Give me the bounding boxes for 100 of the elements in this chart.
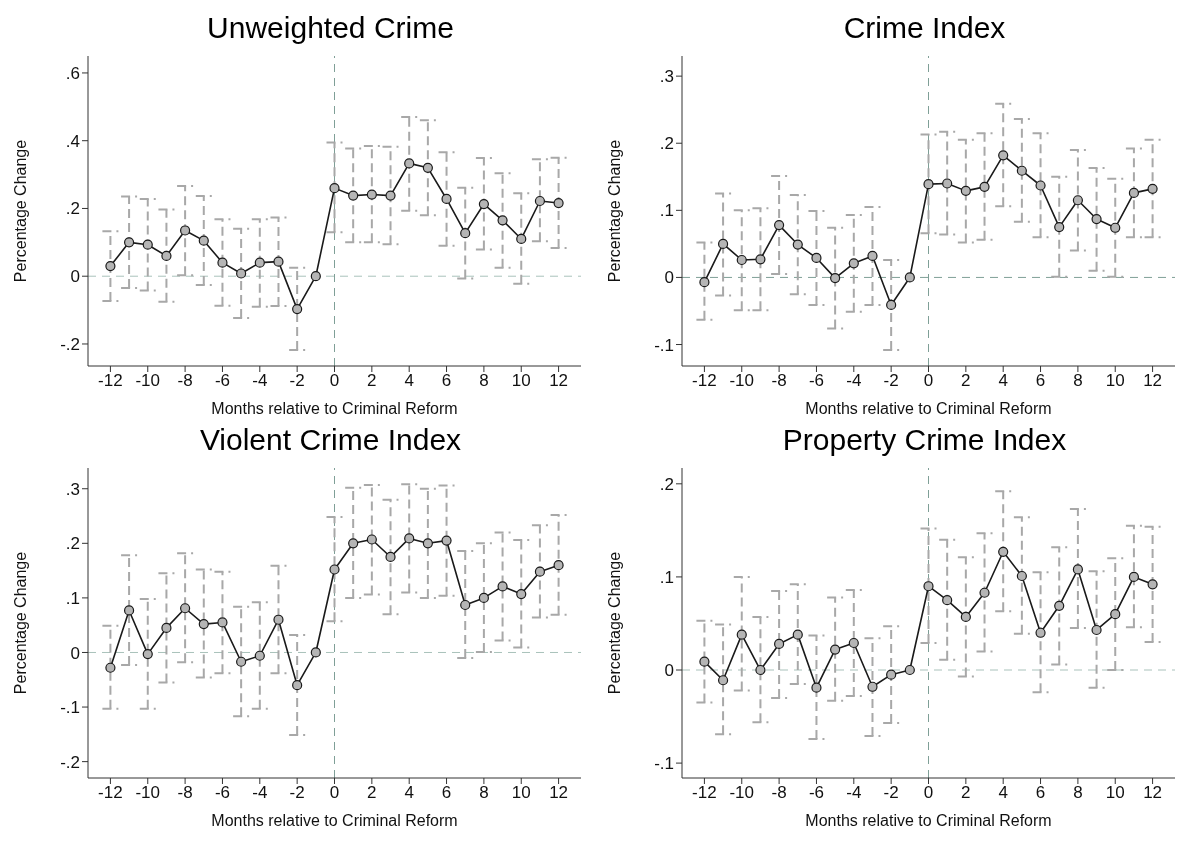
y-tick-label: 0 bbox=[70, 267, 80, 287]
point bbox=[1016, 570, 1027, 582]
point bbox=[404, 158, 415, 169]
y-tick-label: -.2 bbox=[60, 335, 80, 355]
x-tick-label: 4 bbox=[998, 371, 1008, 391]
x-tick-label: 12 bbox=[1143, 783, 1163, 803]
point bbox=[923, 581, 934, 592]
point bbox=[792, 239, 803, 250]
y-tick-label: .1 bbox=[65, 588, 80, 608]
point bbox=[385, 190, 396, 201]
y-tick-label: .6 bbox=[65, 63, 80, 83]
x-tick-label: 8 bbox=[479, 371, 489, 391]
y-axis-title: Percentage Change bbox=[11, 139, 29, 283]
point bbox=[310, 647, 321, 658]
point bbox=[998, 150, 1009, 161]
point bbox=[516, 588, 527, 600]
x-axis-title: Months relative to Criminal Reform bbox=[805, 812, 1052, 829]
x-tick-label: 12 bbox=[549, 783, 569, 803]
point bbox=[736, 629, 747, 640]
point bbox=[497, 581, 508, 592]
point bbox=[497, 215, 508, 226]
y-tick-label: -.1 bbox=[60, 698, 80, 718]
x-tick-label: 0 bbox=[923, 783, 934, 803]
x-tick-label: 8 bbox=[1073, 783, 1083, 803]
y-axis-title: Percentage Change bbox=[605, 139, 623, 283]
point bbox=[811, 682, 822, 693]
point bbox=[236, 656, 247, 667]
y-tick-label: .1 bbox=[659, 201, 674, 221]
x-tick-label: -10 bbox=[135, 371, 161, 391]
point bbox=[553, 197, 564, 209]
point bbox=[217, 257, 228, 268]
x-tick-label: 12 bbox=[549, 371, 569, 391]
point bbox=[942, 178, 953, 189]
point bbox=[553, 560, 564, 571]
point bbox=[329, 183, 340, 194]
point bbox=[867, 681, 878, 692]
chart-title: Violent Crime Index bbox=[198, 422, 463, 458]
point bbox=[960, 611, 971, 623]
y-axis-title: Percentage Change bbox=[11, 551, 29, 695]
x-tick-label: 12 bbox=[1143, 371, 1163, 391]
x-tick-label: -2 bbox=[289, 371, 305, 391]
point bbox=[1128, 187, 1140, 198]
x-tick-label: -6 bbox=[214, 783, 231, 803]
y-tick-label: .2 bbox=[65, 199, 80, 219]
point bbox=[979, 587, 990, 598]
x-tick-label: -12 bbox=[98, 371, 123, 391]
point bbox=[366, 189, 377, 200]
y-tick-label: .4 bbox=[65, 131, 80, 151]
point bbox=[236, 268, 247, 279]
y-tick-label: .2 bbox=[65, 534, 80, 554]
x-axis-title: Months relative to Criminal Reform bbox=[211, 400, 458, 417]
point bbox=[1016, 165, 1027, 176]
point bbox=[886, 299, 897, 311]
point bbox=[904, 272, 915, 283]
x-tick-label: 10 bbox=[511, 371, 531, 391]
x-tick-label: 0 bbox=[329, 371, 340, 391]
point bbox=[1091, 213, 1102, 225]
point bbox=[774, 219, 785, 231]
chart-title: Property Crime Index bbox=[781, 422, 1068, 458]
point bbox=[329, 564, 340, 575]
x-tick-label: -12 bbox=[692, 371, 717, 391]
x-tick-label: 0 bbox=[329, 783, 340, 803]
point bbox=[1147, 579, 1158, 590]
point bbox=[717, 675, 729, 686]
x-tick-label: 4 bbox=[998, 783, 1008, 803]
point bbox=[180, 225, 191, 236]
x-tick-label: 8 bbox=[479, 783, 489, 803]
point bbox=[478, 198, 489, 210]
point bbox=[422, 162, 433, 173]
point bbox=[142, 239, 153, 250]
y-tick-label: .3 bbox=[659, 67, 674, 87]
point bbox=[217, 617, 228, 628]
point bbox=[1072, 564, 1083, 575]
point bbox=[273, 614, 284, 625]
point bbox=[811, 252, 822, 264]
x-tick-label: -6 bbox=[808, 371, 825, 391]
x-tick-label: 8 bbox=[1073, 371, 1083, 391]
point bbox=[1035, 627, 1046, 638]
point bbox=[923, 179, 934, 190]
point bbox=[699, 656, 710, 667]
x-tick-label: 4 bbox=[404, 783, 414, 803]
point bbox=[1091, 624, 1102, 636]
point bbox=[273, 256, 284, 267]
x-tick-label: 6 bbox=[441, 371, 452, 391]
point bbox=[1072, 195, 1083, 206]
point bbox=[1110, 609, 1121, 620]
point bbox=[830, 644, 841, 655]
chart-title: Unweighted Crime bbox=[206, 10, 455, 46]
point bbox=[254, 257, 265, 268]
x-tick-label: -2 bbox=[289, 783, 305, 803]
point bbox=[478, 592, 489, 603]
point bbox=[292, 303, 303, 315]
point bbox=[161, 250, 172, 261]
point bbox=[717, 238, 729, 249]
point bbox=[460, 599, 471, 611]
x-tick-label: -8 bbox=[771, 371, 787, 391]
point bbox=[198, 618, 209, 630]
point bbox=[404, 533, 415, 544]
point bbox=[516, 233, 527, 245]
x-axis-title: Months relative to Criminal Reform bbox=[805, 400, 1052, 417]
